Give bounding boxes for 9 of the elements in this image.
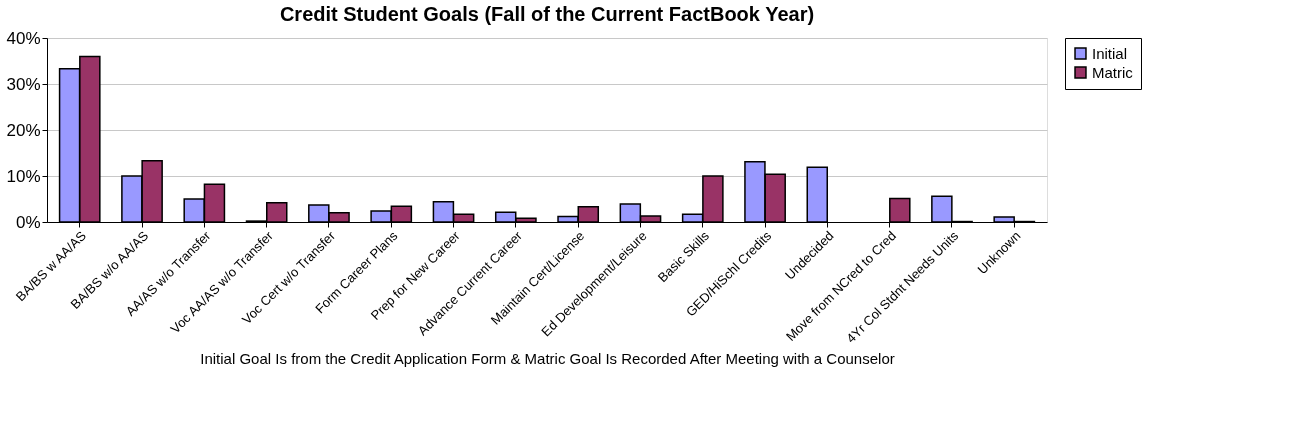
x-axis-title: Initial Goal Is from the Credit Application Form & Matric Goal Is Recorded After Meeting with a Counselor bbox=[200, 349, 895, 367]
y-tick-label: 30% bbox=[6, 74, 41, 94]
y-tick-label: 0% bbox=[15, 212, 41, 232]
legend-label: Initial bbox=[1092, 44, 1128, 62]
y-tick-label: 20% bbox=[6, 120, 41, 140]
legend-label: Matric bbox=[1092, 63, 1134, 81]
chart-title: Credit Student Goals (Fall of the Current FactBook Year) bbox=[279, 3, 815, 25]
y-tick-label: 40% bbox=[6, 28, 41, 48]
y-tick-label: 10% bbox=[6, 166, 41, 186]
